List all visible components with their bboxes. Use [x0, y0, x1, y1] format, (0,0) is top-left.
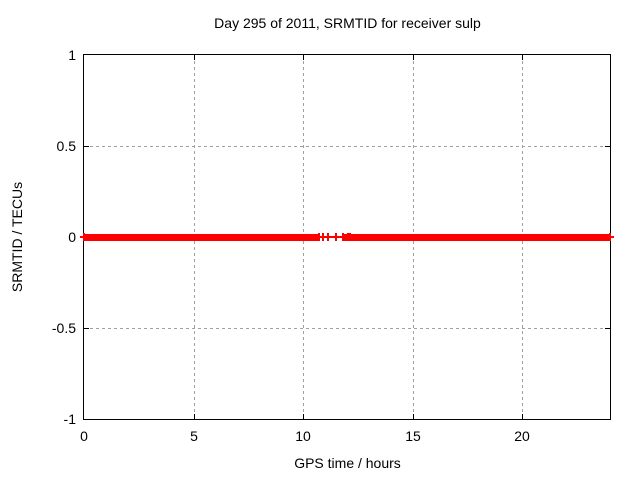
y-tick-label: -1: [63, 411, 76, 427]
y-tick-label: 0: [68, 229, 76, 245]
gridline-y: [84, 146, 610, 147]
x-tick-bottom: [303, 414, 304, 419]
x-tick-label: 20: [514, 428, 530, 444]
y-tick-right: [605, 328, 610, 329]
x-tick-bottom: [194, 414, 195, 419]
y-tick-left: [84, 146, 89, 147]
x-axis-label: GPS time / hours: [294, 455, 401, 471]
y-tick-left: [84, 328, 89, 329]
x-tick-top: [413, 55, 414, 60]
gridline-y: [84, 328, 610, 329]
x-tick-label: 0: [80, 428, 88, 444]
x-tick-bottom: [522, 414, 523, 419]
x-tick-label: 5: [190, 428, 198, 444]
data-segment: [84, 233, 319, 241]
y-tick-label: 1: [68, 47, 76, 63]
y-tick-label: -0.5: [51, 320, 76, 336]
x-tick-top: [303, 55, 304, 60]
x-tick-top: [522, 55, 523, 60]
x-tick-label: 15: [405, 428, 421, 444]
x-tick-top: [194, 55, 195, 60]
data-segment: [350, 233, 610, 241]
x-tick-bottom: [413, 414, 414, 419]
plot-area: [80, 54, 614, 420]
x-tick-label: 10: [295, 428, 311, 444]
chart-title: Day 295 of 2011, SRMTID for receiver sul…: [214, 15, 481, 31]
y-tick-label: 0.5: [56, 138, 76, 154]
y-tick-right: [605, 146, 610, 147]
